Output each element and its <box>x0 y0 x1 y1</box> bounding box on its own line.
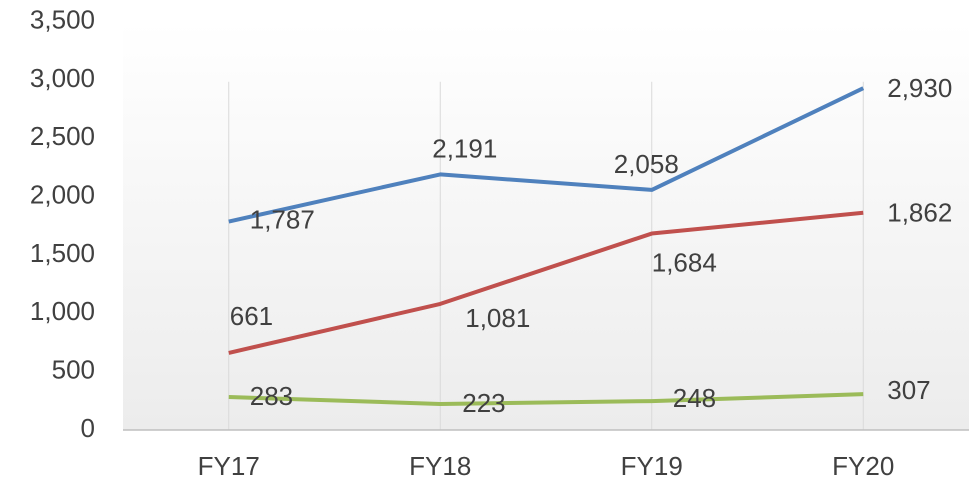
data-label: 1,081 <box>465 303 530 333</box>
x-tick-label: FY20 <box>832 451 894 479</box>
data-label: 1,862 <box>887 198 952 228</box>
x-tick-label: FY17 <box>198 451 260 479</box>
y-tick-label: 1,000 <box>30 296 95 326</box>
plot-area <box>123 22 969 430</box>
series-line <box>228 210 864 355</box>
y-tick-label: 1,500 <box>30 238 95 268</box>
data-label: 661 <box>230 301 273 331</box>
y-tick-label: 2,000 <box>30 180 95 210</box>
series-line <box>228 86 865 224</box>
data-label: 2,058 <box>614 149 679 179</box>
data-label: 307 <box>887 375 930 405</box>
data-label: 223 <box>462 388 505 418</box>
x-tick-label: FY18 <box>409 451 471 479</box>
y-tick-label: 3,000 <box>30 63 95 93</box>
y-tick-label: 0 <box>81 413 95 443</box>
x-tick-label: FY19 <box>621 451 683 479</box>
data-label: 2,191 <box>432 133 497 163</box>
data-label: 1,684 <box>652 247 717 277</box>
data-label: 283 <box>250 381 293 411</box>
data-label: 248 <box>673 383 716 413</box>
y-tick-label: 2,500 <box>30 121 95 151</box>
data-label: 1,787 <box>250 204 315 234</box>
y-tick-label: 3,500 <box>30 5 95 35</box>
y-tick-label: 500 <box>52 355 95 385</box>
series-line <box>228 392 864 406</box>
data-label: 2,930 <box>887 73 952 103</box>
